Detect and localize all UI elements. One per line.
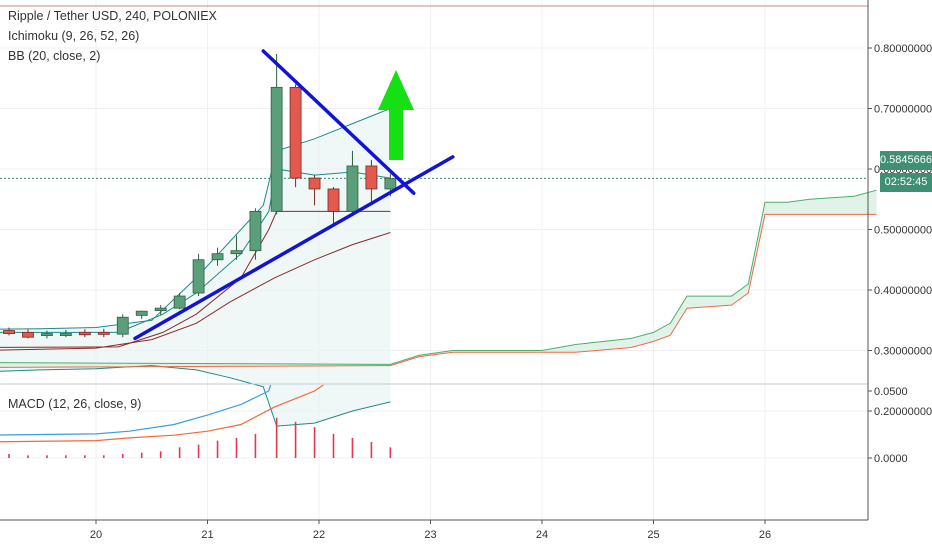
candle-body[interactable] <box>249 210 262 252</box>
candle-body[interactable] <box>365 165 378 190</box>
indicator-lines <box>0 108 877 427</box>
candle-body[interactable] <box>384 178 397 190</box>
bb-legend[interactable]: BB (20, close, 2) <box>8 49 101 63</box>
candles[interactable] <box>0 54 397 340</box>
macd-line <box>0 385 272 436</box>
ichimoku-legend[interactable]: Ichimoku (9, 26, 52, 26) <box>8 29 140 43</box>
price-axis[interactable]: 0.800000000.700000000.600000000.50000000… <box>867 0 932 520</box>
price-grid <box>0 0 868 520</box>
candle-body[interactable] <box>97 331 110 335</box>
candle-body[interactable] <box>211 253 224 261</box>
candle-body[interactable] <box>135 310 148 316</box>
time-tick-label: 22 <box>313 529 325 541</box>
signal-line <box>0 385 325 443</box>
cloud-fill <box>0 190 877 368</box>
candle-body[interactable] <box>230 250 243 255</box>
time-tick-label: 20 <box>90 529 102 541</box>
bb-basis-line <box>0 232 391 351</box>
kijun-line <box>0 210 391 348</box>
time-tick-label: 25 <box>647 529 659 541</box>
candle-body[interactable] <box>308 177 321 190</box>
candle-body[interactable] <box>346 165 359 212</box>
price-tick-label: 0.50000000 <box>874 225 932 237</box>
candle-body[interactable] <box>289 86 302 179</box>
macd-tick-label: 0.0500 <box>874 386 908 398</box>
candle-body[interactable] <box>270 86 283 212</box>
candle-body[interactable] <box>173 295 186 309</box>
resistance-trendline[interactable] <box>261 49 416 195</box>
bb-upper-line <box>0 108 391 330</box>
candle-body[interactable] <box>3 330 15 334</box>
bb-lower-line <box>0 365 391 427</box>
price-tick-label: 0.70000000 <box>874 104 932 116</box>
macd-pane <box>0 383 868 459</box>
candle-body[interactable] <box>41 333 53 336</box>
candle-body[interactable] <box>154 307 167 311</box>
user-drawings[interactable] <box>133 49 455 341</box>
time-axis[interactable]: 20 21 22 23 24 25 26 <box>0 519 868 541</box>
time-tick-label: 21 <box>201 529 213 541</box>
macd-tick-label: 0.0000 <box>874 453 908 465</box>
price-tick-label: 0.80000000 <box>874 43 932 55</box>
candle-body[interactable] <box>78 331 91 336</box>
candle-body[interactable] <box>59 333 72 336</box>
price-tick-label: 0.30000000 <box>874 346 932 358</box>
countdown-tag: 02:52:45 <box>880 173 932 192</box>
time-tick-label: 24 <box>536 529 548 541</box>
price-tick-label: 0.40000000 <box>874 285 932 297</box>
span-b-line <box>0 213 877 368</box>
candle-body[interactable] <box>22 331 34 338</box>
candle-body[interactable] <box>192 259 205 294</box>
time-tick-label: 23 <box>424 529 436 541</box>
up-arrow-icon[interactable] <box>378 70 414 160</box>
support-trendline[interactable] <box>133 155 455 341</box>
price-tick-label: 0.20000000 <box>874 406 932 418</box>
symbol-title[interactable]: Ripple / Tether USD, 240, POLONIEX <box>8 9 217 23</box>
span-a-line <box>0 189 877 365</box>
candle-body[interactable] <box>327 188 340 212</box>
ichimoku-cloud <box>0 108 877 427</box>
macd-legend[interactable]: MACD (12, 26, close, 9) <box>8 397 142 411</box>
time-tick-label: 26 <box>759 529 771 541</box>
candle-body[interactable] <box>116 316 129 335</box>
